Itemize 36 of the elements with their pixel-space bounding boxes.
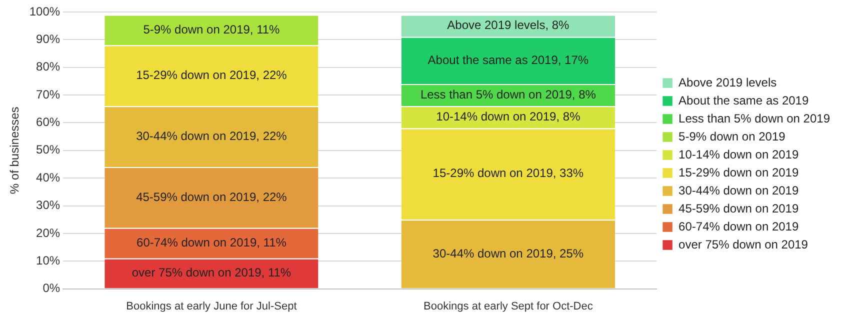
- y-tick-label: 90%: [36, 32, 60, 46]
- legend-label: 45-59% down on 2019: [678, 201, 799, 216]
- y-tick-label: 50%: [36, 142, 60, 157]
- legend-label: 5-9% down on 2019: [678, 129, 786, 144]
- legend-label: 30-44% down on 2019: [678, 183, 799, 198]
- data-label: 45-59% down on 2019, 22%: [136, 190, 288, 204]
- data-label: 60-74% down on 2019, 11%: [136, 235, 287, 250]
- data-label: Less than 5% down on 2019, 8%: [420, 87, 596, 102]
- data-label: 30-44% down on 2019, 25%: [432, 246, 584, 260]
- y-tick-label: 10%: [36, 253, 60, 268]
- data-label: 5-9% down on 2019, 11%: [143, 22, 280, 36]
- data-label: About the same as 2019, 17%: [428, 52, 589, 67]
- y-tick-label: 0%: [42, 281, 60, 296]
- y-tick-label: 30%: [36, 198, 60, 212]
- y-tick-label: 20%: [36, 226, 60, 240]
- legend-label: 10-14% down on 2019: [678, 147, 799, 162]
- legend-label: 60-74% down on 2019: [678, 219, 799, 234]
- x-tick-label: Bookings at early June for Jul-Sept: [126, 300, 297, 312]
- legend-label: 15-29% down on 2019: [678, 165, 799, 180]
- data-label: 10-14% down on 2019, 8%: [436, 109, 581, 124]
- data-label: 15-29% down on 2019, 33%: [432, 166, 584, 180]
- y-tick-label: 60%: [36, 115, 60, 130]
- y-tick-label: 70%: [36, 87, 60, 102]
- x-tick-label: Bookings at early Sept for Oct-Dec: [424, 300, 594, 312]
- data-label: Above 2019 levels, 8%: [447, 18, 570, 32]
- y-tick-label: 40%: [36, 170, 60, 184]
- y-tick-label: 80%: [36, 60, 60, 74]
- y-axis-title: % of businesses: [8, 106, 22, 194]
- y-tick-label: 100%: [29, 4, 60, 18]
- data-label: 15-29% down on 2019, 22%: [136, 68, 288, 82]
- data-label: over 75% down on 2019, 11%: [132, 266, 292, 280]
- data-label: 30-44% down on 2019, 22%: [136, 128, 288, 143]
- legend-label: About the same as 2019: [678, 93, 809, 108]
- legend-label: over 75% down on 2019: [678, 237, 808, 252]
- legend-label: Less than 5% down on 2019: [678, 111, 830, 126]
- legend-label: Above 2019 levels: [678, 75, 777, 90]
